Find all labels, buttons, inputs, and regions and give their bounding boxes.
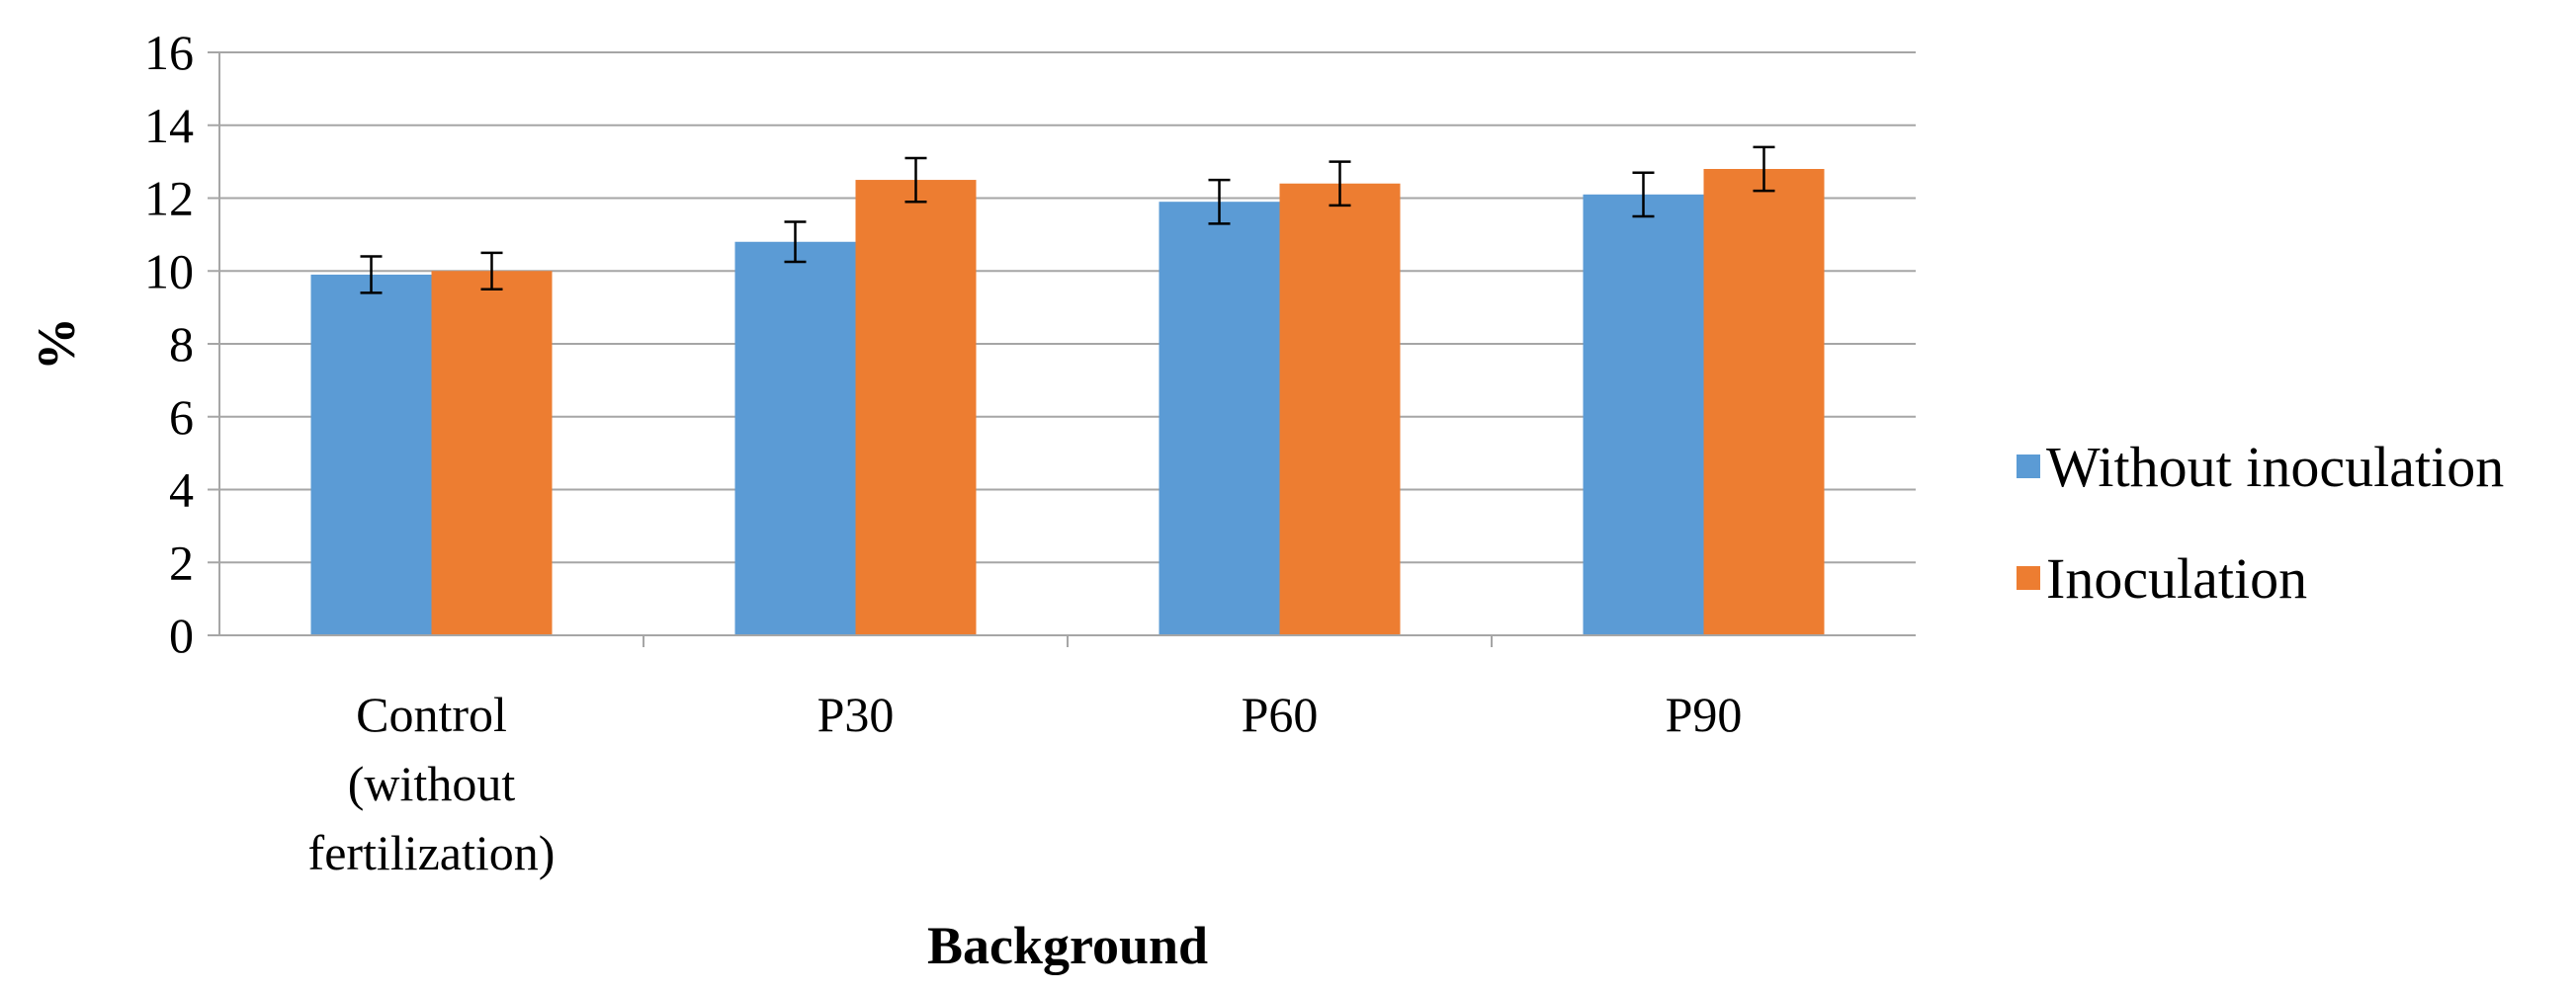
error-bar <box>360 255 383 294</box>
bar-without-inoculation <box>1159 202 1280 635</box>
error-bar <box>1632 171 1655 218</box>
bar-inoculation <box>1279 183 1401 635</box>
error-bar <box>904 156 927 204</box>
x-tick-label: Control (without fertilization) <box>308 687 556 880</box>
bar-inoculation <box>855 180 977 635</box>
bar-without-inoculation <box>734 241 856 635</box>
x-tick-label-line: P60 <box>1242 687 1319 742</box>
y-tick-label: 10 <box>144 243 194 298</box>
x-tick-label-line: Control <box>356 687 507 742</box>
y-tick-label: 6 <box>169 389 194 445</box>
x-axis-ticks: Control (without fertilization) P30 P60 P90 <box>308 635 1743 880</box>
y-tick-label: 12 <box>144 171 194 226</box>
error-bar <box>480 251 503 290</box>
y-axis-ticks: 0 2 4 6 8 10 12 14 16 <box>144 25 220 663</box>
x-tick-label: P90 <box>1666 687 1743 742</box>
legend-swatch-without-inoculation <box>2017 455 2040 478</box>
legend: Without inoculation Inoculation <box>2017 435 2504 611</box>
legend-label-inoculation: Inoculation <box>2046 546 2307 611</box>
x-tick-label-line: P30 <box>817 687 895 742</box>
legend-label-without-inoculation: Without inoculation <box>2046 435 2504 499</box>
error-bar <box>1208 178 1231 225</box>
y-tick-label: 0 <box>169 608 194 663</box>
x-tick-label-line: (without <box>348 756 516 811</box>
y-tick-label: 2 <box>169 535 194 590</box>
bar-inoculation <box>1703 169 1825 635</box>
x-tick-label-line: P90 <box>1666 687 1743 742</box>
y-tick-label: 8 <box>169 316 194 372</box>
error-bar <box>1753 145 1775 193</box>
x-tick-label-line: fertilization) <box>308 825 556 880</box>
error-bar <box>784 220 807 264</box>
bar-inoculation <box>431 271 553 635</box>
x-axis-title: Background <box>927 916 1208 975</box>
error-bar <box>1329 160 1351 207</box>
bar-without-inoculation <box>310 274 432 635</box>
y-tick-label: 14 <box>144 98 194 153</box>
legend-swatch-inoculation <box>2017 566 2040 590</box>
y-axis-title: % <box>27 317 86 371</box>
x-tick-label: P60 <box>1242 687 1319 742</box>
y-tick-label: 16 <box>144 25 194 80</box>
y-tick-label: 4 <box>169 462 194 518</box>
bars <box>310 169 1825 635</box>
error-bars <box>360 145 1775 294</box>
bar-without-inoculation <box>1583 194 1704 635</box>
x-tick-label: P30 <box>817 687 895 742</box>
